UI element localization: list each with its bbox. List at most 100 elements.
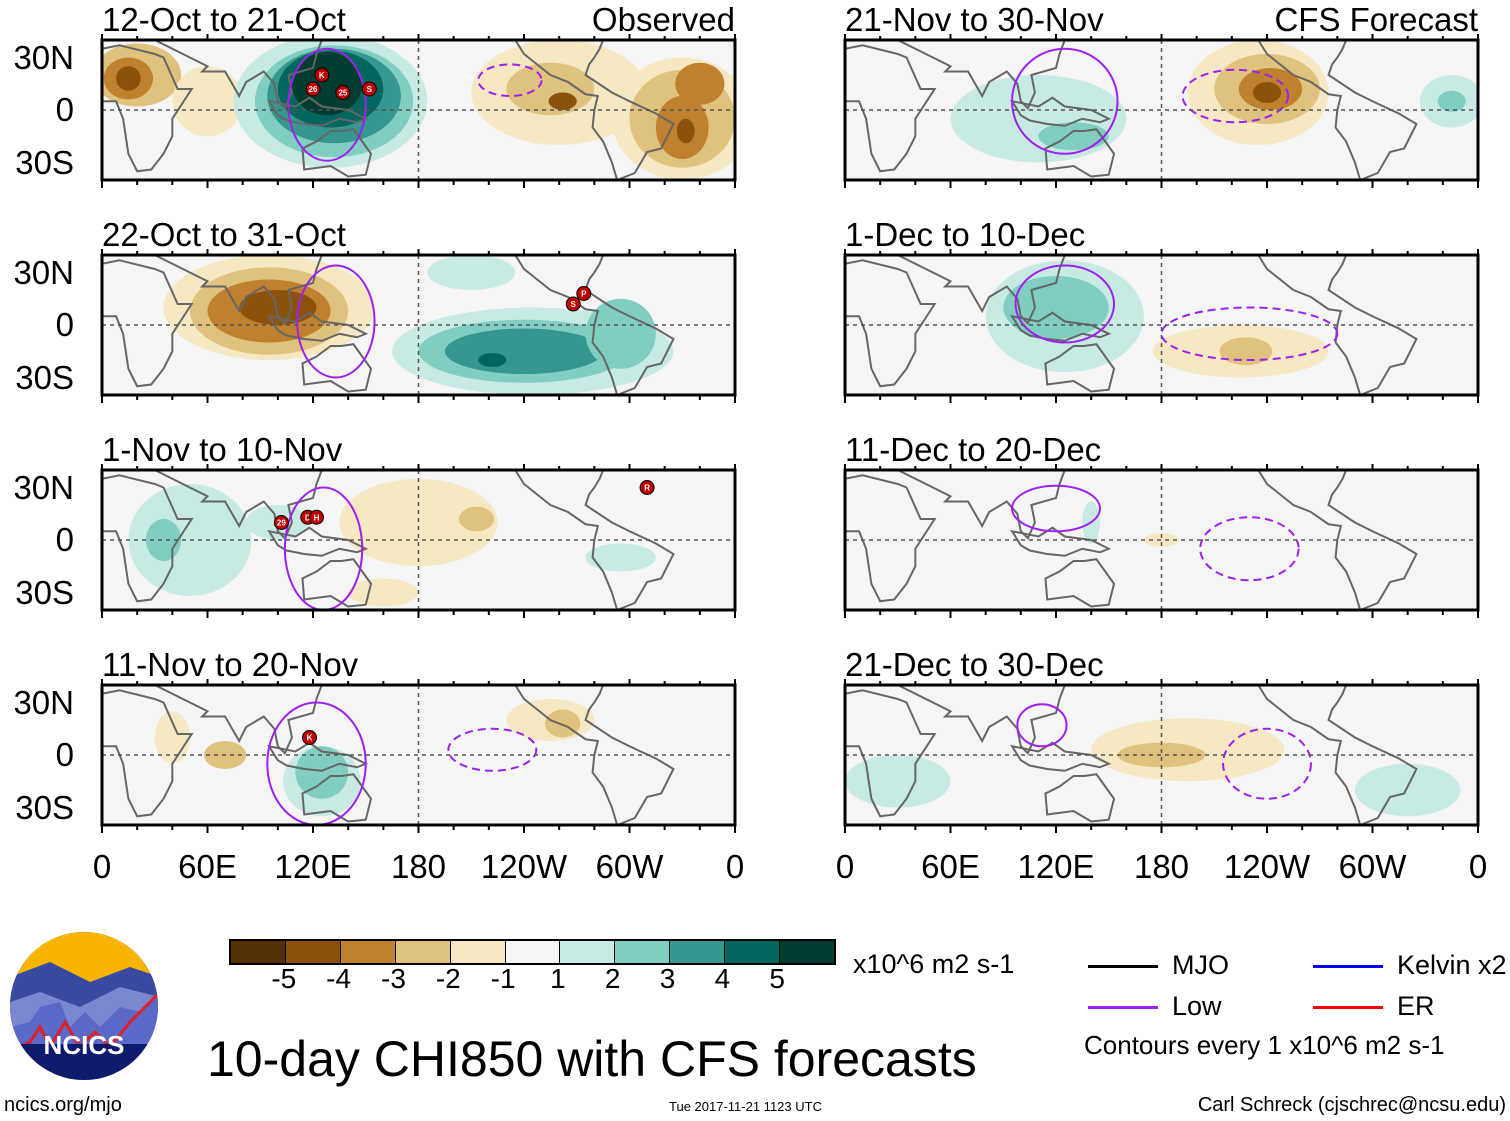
storm-marker: 29: [273, 515, 289, 530]
figure-title: 10-day CHI850 with CFS forecasts: [207, 1031, 977, 1087]
y-tick-label: 30S: [15, 788, 74, 826]
low-contour: [296, 264, 376, 379]
storm-marker: 25: [335, 85, 351, 100]
x-tick-label: 120W: [480, 848, 568, 885]
anomaly-region: [444, 328, 604, 374]
coastline: [514, 470, 675, 610]
storm-label: 25: [338, 89, 347, 98]
coastline: [1257, 40, 1418, 180]
colorbar-swatch: [231, 941, 285, 963]
x-tick-label: 60W: [1338, 848, 1407, 885]
colorbar-label: -5: [271, 963, 297, 994]
anomaly-region: [676, 118, 695, 144]
map-panel: [843, 679, 1480, 833]
map-panel: [843, 464, 1480, 618]
anomaly-region: [1117, 742, 1206, 768]
coastline: [897, 255, 1066, 325]
x-tick-label: 60W: [595, 848, 664, 885]
coastline: [154, 685, 323, 755]
panel-title: 22-Oct to 31-Oct: [102, 216, 346, 253]
x-tick-label: 120E: [1017, 848, 1095, 885]
anomaly-region: [154, 711, 190, 764]
anomaly-region: [116, 66, 141, 91]
coastline: [897, 470, 1066, 540]
anomaly-region: [1143, 533, 1180, 547]
map-panels: 26 K 25 SSP 29 D H R K: [100, 34, 1480, 833]
storm-label: S: [571, 300, 577, 309]
low-contour: [1160, 306, 1339, 361]
colorbar-label: 4: [714, 963, 731, 994]
coastline: [1009, 311, 1112, 342]
colorbar-label: -2: [435, 963, 461, 994]
colorbar-label: -1: [490, 963, 516, 994]
timestamp: Tue 2017-11-21 1123 UTC: [669, 1099, 822, 1114]
map-panel: 29 D H R: [100, 464, 737, 618]
map-panel: SP: [100, 249, 737, 403]
legend-line-er: [1313, 1006, 1383, 1009]
colorbar-label: -4: [326, 963, 352, 994]
low-contour: [1011, 484, 1101, 533]
coastline: [1257, 470, 1418, 610]
storm-marker: P: [576, 286, 592, 301]
panel-tag: CFS Forecast: [1274, 1, 1478, 38]
x-tick-label: 120W: [1223, 848, 1311, 885]
anomaly-region: [458, 506, 495, 532]
x-tick-label: 120E: [274, 848, 352, 885]
low-contour: [283, 486, 364, 610]
coastline: [1257, 255, 1418, 395]
anomaly-region: [548, 92, 577, 110]
anomaly-region: [585, 543, 656, 572]
panel-title: 1-Dec to 10-Dec: [845, 216, 1086, 253]
coastline: [154, 40, 323, 110]
panel-tag: Observed: [591, 1, 735, 38]
y-tick-label: 30N: [13, 683, 74, 721]
colorbar-swatch: [669, 941, 725, 963]
low-contour: [1016, 703, 1068, 748]
low-contour: [1014, 264, 1116, 344]
anomaly-region: [1354, 763, 1461, 817]
low-contour: [1199, 516, 1300, 582]
anomaly-region: [339, 478, 498, 567]
x-tick-label: 0: [92, 848, 112, 885]
coastline: [1009, 96, 1112, 127]
contour-note: Contours every 1 x10^6 m2 s-1: [1084, 1030, 1445, 1060]
storm-label: K: [307, 734, 313, 743]
coastline: [301, 128, 373, 178]
x-tick-label: 60E: [921, 848, 980, 885]
storm-label: H: [314, 513, 320, 522]
storm-label: 26: [309, 85, 318, 94]
coastline: [1044, 773, 1116, 823]
y-tick-label: 30N: [13, 468, 74, 506]
colorbar-swatch: [284, 941, 340, 963]
map-panel: [843, 34, 1480, 188]
storm-marker: H: [309, 509, 325, 525]
y-tick-label: 0: [55, 306, 74, 343]
coastline: [1009, 526, 1112, 557]
colorbar-label: 2: [604, 963, 621, 994]
storm-label: R: [644, 484, 650, 493]
legend-line-kelvin: [1313, 965, 1383, 968]
anomaly-region: [1219, 337, 1273, 366]
low-contour: [1181, 68, 1290, 124]
storm-label: P: [581, 290, 587, 299]
map-panel: [843, 249, 1480, 403]
colorbar-label: 1: [550, 963, 566, 994]
anomaly-region: [427, 255, 516, 290]
map-panel: 26K 25 S: [100, 34, 737, 188]
coastline: [1009, 741, 1112, 772]
low-contour: [266, 701, 367, 825]
coastline: [1044, 128, 1116, 178]
panel-title: 21-Dec to 30-Dec: [845, 646, 1104, 683]
ncics-logo: NCICS: [10, 932, 158, 1080]
y-tick-label: 0: [55, 736, 74, 773]
author-credit: Carl Schreck (cjschrec@ncsu.edu): [1197, 1094, 1506, 1116]
coastline: [514, 255, 675, 395]
legend-label: Kelvin x2: [1397, 950, 1507, 980]
y-tick-label: 30S: [15, 358, 74, 396]
storm-marker: K: [314, 67, 330, 83]
legend-label: MJO: [1172, 950, 1229, 980]
colorbar-swatch: [449, 941, 505, 963]
low-contour: [1011, 47, 1119, 155]
storm-label: D: [305, 513, 311, 522]
source-url[interactable]: ncics.org/mjo: [4, 1094, 122, 1116]
